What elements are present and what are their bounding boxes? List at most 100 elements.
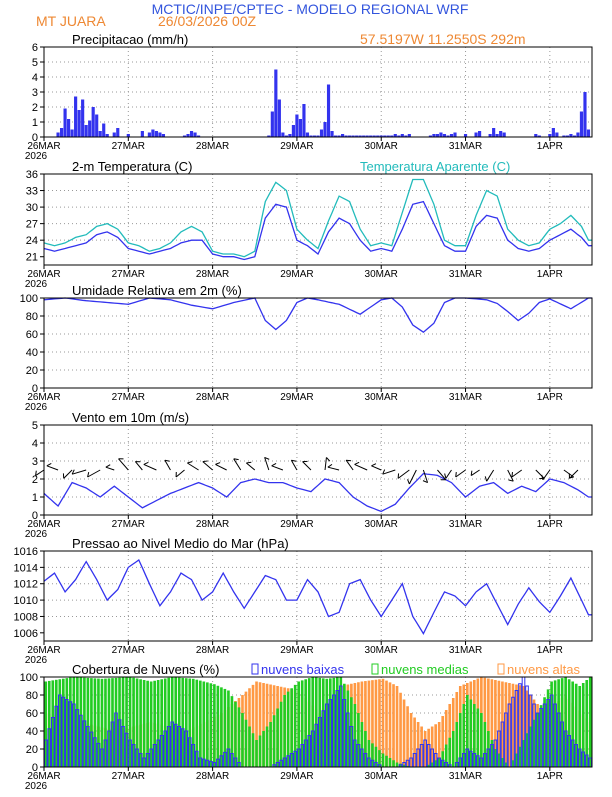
y-tick-label: 27: [26, 219, 38, 231]
precip-bar: [271, 112, 274, 138]
precip-bar: [320, 130, 323, 138]
legend-swatch: [498, 664, 504, 674]
x-tick-label: 29MAR: [280, 269, 313, 280]
y-tick-label: 5: [32, 420, 38, 432]
precip-bar: [274, 70, 277, 138]
y-tick-label: 5: [32, 57, 38, 69]
panel-frame: [44, 551, 592, 641]
precip-bar: [295, 115, 298, 138]
x-tick-label: 29MAR: [280, 645, 313, 656]
panel-title-2: Temperatura Aparente (C): [360, 159, 510, 174]
precip-bar: [113, 133, 116, 138]
precip-bar: [323, 122, 326, 137]
wind-barb-flag: [187, 462, 192, 463]
wind-barb: [543, 470, 550, 480]
cloud-bar-nuvens-altas: [385, 681, 388, 767]
cloud-bar-nuvens-altas: [406, 706, 409, 767]
y-tick-label: 1006: [14, 628, 38, 640]
precip-bar: [60, 128, 63, 137]
cloud-bar-nuvens-medias: [238, 707, 241, 767]
wind-barb-flag: [246, 462, 251, 463]
x-tick-label: 27MAR: [112, 519, 145, 530]
panel-frame: [44, 47, 592, 137]
y-tick-label: 4: [32, 72, 38, 84]
series-line-pressure: [44, 560, 592, 634]
y-tick-label: 40: [26, 726, 38, 738]
x-tick-label: 30MAR: [365, 269, 398, 280]
y-tick-label: 100: [20, 672, 38, 684]
panel-title: 2-m Temperatura (C): [72, 159, 192, 174]
x-tick-label: 29MAR: [280, 519, 313, 530]
y-tick-label: 2: [32, 474, 38, 486]
cloud-bar-nuvens-medias: [262, 731, 265, 767]
precip-bar: [330, 131, 333, 137]
wind-barb-flag: [408, 479, 410, 484]
y-tick-label: 60: [26, 708, 38, 720]
y-tick-label: 40: [26, 347, 38, 359]
cloud-bar-nuvens-medias: [448, 738, 451, 767]
x-tick-label: 29MAR: [280, 141, 313, 152]
cloud-bar-nuvens-medias: [385, 756, 388, 767]
precip-bar: [587, 130, 590, 138]
wind-barb: [187, 463, 198, 470]
precip-bar: [580, 112, 583, 138]
cloud-bar-nuvens-altas: [392, 684, 395, 767]
precip-bar: [158, 133, 161, 138]
cloud-bar-nuvens-medias: [276, 709, 279, 768]
series-line-wind: [44, 474, 592, 512]
precip-bar: [190, 131, 193, 137]
cloud-bar-nuvens-medias: [455, 722, 458, 767]
wind-barb-flag: [203, 461, 208, 462]
x-tick-label: 27MAR: [112, 269, 145, 280]
y-tick-label: 33: [26, 186, 38, 198]
wind-barb: [215, 464, 226, 470]
cloud-bar-nuvens-medias: [143, 680, 146, 767]
wind-barb: [328, 467, 339, 470]
header-location: 57.5197W 11.2550S 292m: [360, 31, 526, 47]
wind-barb-flag: [471, 471, 472, 476]
y-tick-label: 80: [26, 690, 38, 702]
x-tick-label: 1APR: [537, 771, 563, 782]
panel-frame: [44, 298, 592, 388]
y-tick-label: 4: [32, 438, 38, 450]
precip-bar: [439, 133, 442, 138]
y-tick-label: 20: [26, 744, 38, 756]
x-tick-label: 28MAR: [196, 141, 229, 152]
precip-bar: [492, 128, 495, 137]
precip-bar: [95, 115, 98, 138]
wind-barb: [371, 466, 381, 470]
precip-bar: [281, 133, 284, 138]
wind-barb-flag: [456, 472, 457, 477]
series-line-temp: [44, 180, 592, 257]
x-tick-label: 31MAR: [449, 392, 482, 403]
wind-barb: [487, 470, 494, 481]
wind-barb: [246, 463, 254, 470]
cloud-bar-nuvens-altas: [389, 682, 392, 767]
x-year-label: 2026: [25, 151, 48, 162]
x-tick-label: 29MAR: [280, 771, 313, 782]
wind-barb-flag: [106, 465, 110, 467]
header-run: 26/03/2026 00Z: [158, 13, 257, 29]
x-tick-label: 1APR: [537, 392, 563, 403]
panel-title: Pressao ao Nivel Medio do Mar (hPa): [72, 536, 289, 551]
cloud-bar-nuvens-medias: [396, 763, 399, 768]
x-tick-label: 31MAR: [449, 645, 482, 656]
y-tick-label: 3: [32, 456, 38, 468]
y-tick-label: 1016: [14, 546, 38, 558]
wind-barb-flag: [328, 464, 332, 467]
y-tick-label: 1: [32, 492, 38, 504]
x-tick-label: 28MAR: [196, 771, 229, 782]
wind-barb: [355, 464, 368, 470]
y-tick-label: 3: [32, 87, 38, 99]
cloud-bar-nuvens-medias: [269, 722, 272, 767]
y-tick-label: 24: [26, 235, 38, 247]
cloud-bar-nuvens-medias: [283, 695, 286, 767]
precip-bar: [67, 119, 70, 137]
y-tick-label: 1008: [14, 611, 38, 623]
wind-barb-flag: [445, 474, 446, 479]
